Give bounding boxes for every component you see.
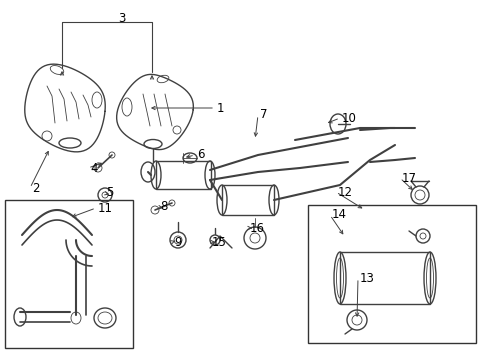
Text: 6: 6 xyxy=(197,148,204,162)
Text: 16: 16 xyxy=(249,221,264,234)
Text: 17: 17 xyxy=(401,171,416,184)
Text: 12: 12 xyxy=(337,185,352,198)
Text: 7: 7 xyxy=(260,108,267,122)
Bar xyxy=(156,161,210,189)
Text: 2: 2 xyxy=(32,181,40,194)
Bar xyxy=(307,205,475,343)
Text: 4: 4 xyxy=(90,162,97,175)
Text: 8: 8 xyxy=(160,201,167,213)
Text: 3: 3 xyxy=(118,12,125,24)
Text: 5: 5 xyxy=(106,186,113,199)
Text: 10: 10 xyxy=(341,112,356,125)
Text: 11: 11 xyxy=(98,202,113,215)
Text: 14: 14 xyxy=(331,208,346,221)
Bar xyxy=(5,200,133,348)
Text: 15: 15 xyxy=(212,235,226,248)
Bar xyxy=(222,185,273,215)
Text: 1: 1 xyxy=(217,102,224,114)
Text: 9: 9 xyxy=(174,235,181,248)
Text: 13: 13 xyxy=(359,271,374,284)
Bar xyxy=(339,252,429,304)
